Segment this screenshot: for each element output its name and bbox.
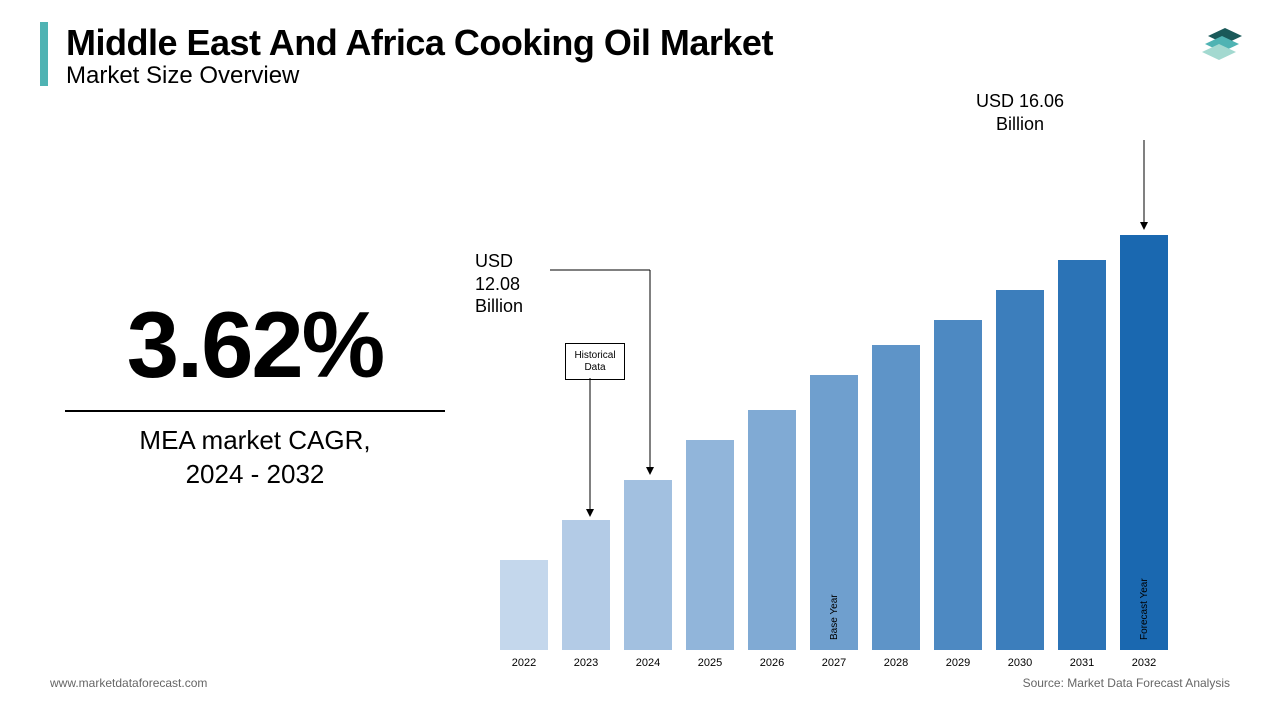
year-label-2030: 2030 xyxy=(1008,657,1032,669)
bars-group: 2022 2023 2024 2025 2026 2027 Base Year 2028 202… xyxy=(500,235,1168,669)
page-subtitle: Market Size Overview xyxy=(66,62,773,90)
year-label-2026: 2026 xyxy=(760,657,784,669)
year-label-2025: 2025 xyxy=(698,657,722,669)
callout-end-value: USD 16.06 Billion xyxy=(960,90,1080,135)
footer-website: www.marketdataforecast.com xyxy=(50,676,207,690)
header-block: Middle East And Africa Cooking Oil Marke… xyxy=(40,22,1240,90)
title-accent-bar xyxy=(40,22,48,86)
cagr-label-line2: 2024 - 2032 xyxy=(186,459,325,489)
year-label-2027: 2027 xyxy=(822,657,846,669)
content-area: 3.62% MEA market CAGR, 2024 - 2032 USD 1… xyxy=(0,140,1280,650)
bar-2023 xyxy=(562,520,610,650)
bar-chart-svg: 2022 2023 2024 2025 2026 2027 Base Year 2028 202… xyxy=(470,140,1280,700)
bar-2031 xyxy=(1058,260,1106,650)
brand-logo-icon xyxy=(1200,18,1250,73)
title-text: Middle East And Africa Cooking Oil Marke… xyxy=(66,22,773,90)
forecast-year-label: Forecast Year xyxy=(1139,578,1150,640)
year-label-2022: 2022 xyxy=(512,657,536,669)
year-label-2029: 2029 xyxy=(946,657,970,669)
year-label-2024: 2024 xyxy=(636,657,660,669)
cagr-panel: 3.62% MEA market CAGR, 2024 - 2032 xyxy=(0,140,470,650)
bar-chart: USD 12.08 Billion USD 16.06 Billion Hist… xyxy=(470,140,1280,650)
bar-2022 xyxy=(500,560,548,650)
arrow-end xyxy=(1080,140,1148,230)
year-label-2032: 2032 xyxy=(1132,657,1156,669)
cagr-value: 3.62% xyxy=(127,298,384,392)
year-label-2031: 2031 xyxy=(1070,657,1094,669)
bar-2029 xyxy=(934,320,982,650)
cagr-label-line1: MEA market CAGR, xyxy=(139,425,370,455)
arrow-start xyxy=(550,270,654,475)
year-label-2023: 2023 xyxy=(574,657,598,669)
footer: www.marketdataforecast.com Source: Marke… xyxy=(50,676,1230,690)
page-title: Middle East And Africa Cooking Oil Marke… xyxy=(66,22,773,64)
bar-2026 xyxy=(748,410,796,650)
cagr-label: MEA market CAGR, 2024 - 2032 xyxy=(139,424,370,492)
bar-2028 xyxy=(872,345,920,650)
arrow-historical xyxy=(586,378,594,517)
base-year-label: Base Year xyxy=(829,594,840,640)
bar-2030 xyxy=(996,290,1044,650)
cagr-divider xyxy=(65,410,445,412)
year-label-2028: 2028 xyxy=(884,657,908,669)
footer-source: Source: Market Data Forecast Analysis xyxy=(1023,676,1230,690)
bar-2024 xyxy=(624,480,672,650)
bar-2025 xyxy=(686,440,734,650)
title-block: Middle East And Africa Cooking Oil Marke… xyxy=(40,22,1240,90)
